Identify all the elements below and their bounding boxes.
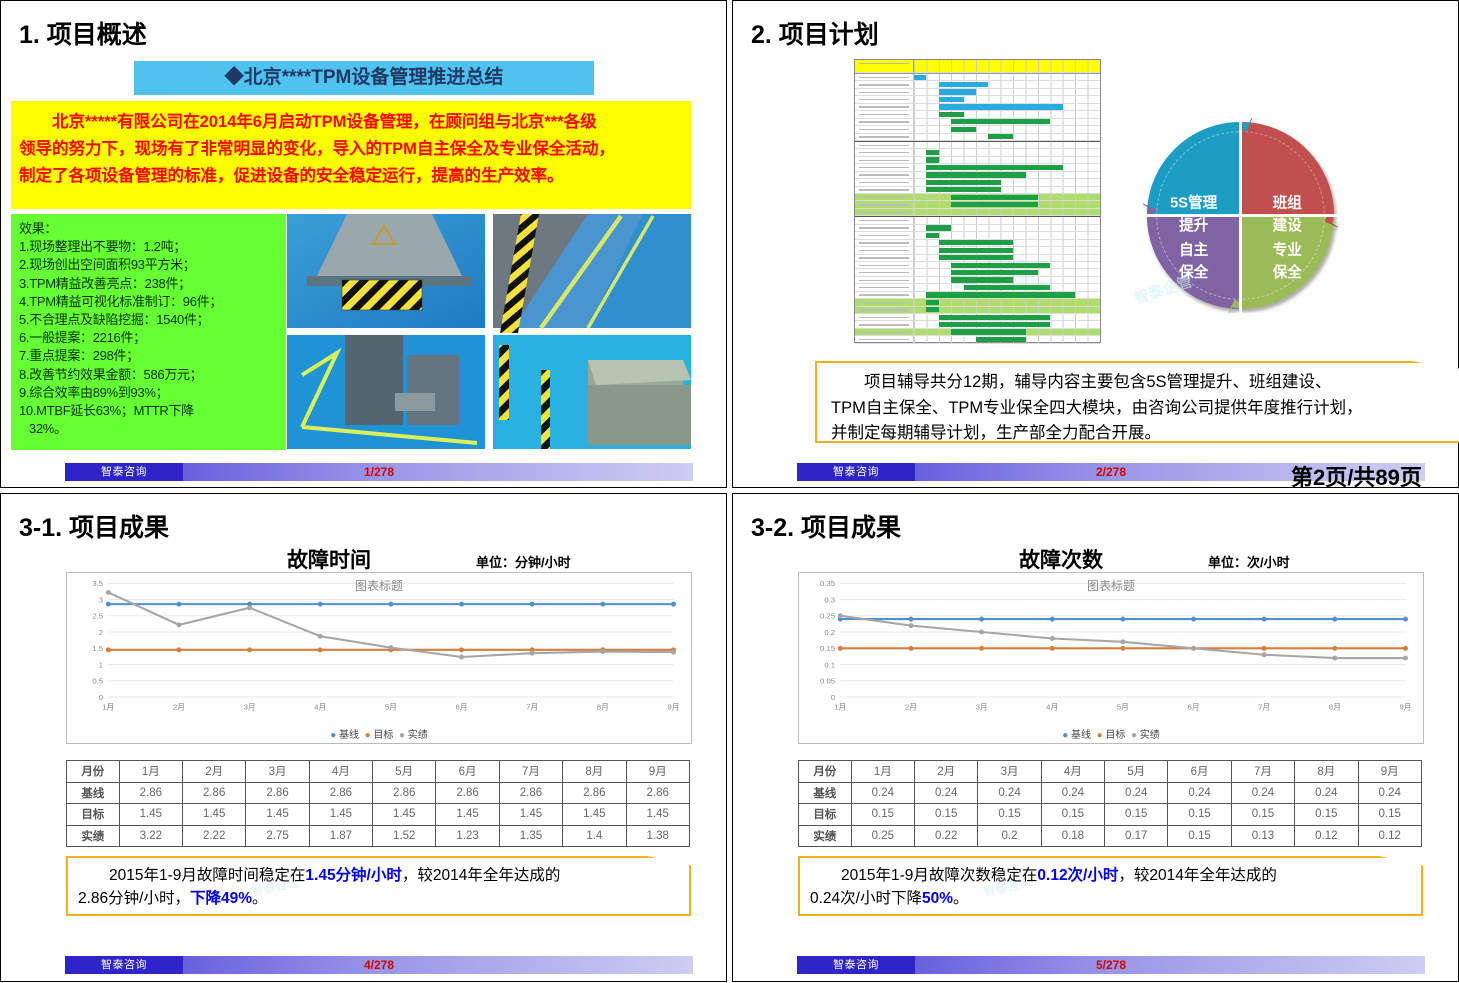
svg-text:3月: 3月 <box>976 702 988 711</box>
svg-text:4月: 4月 <box>314 702 326 711</box>
svg-text:专业: 专业 <box>1273 241 1303 259</box>
svg-text:5S管理: 5S管理 <box>1170 194 1217 212</box>
svg-text:1: 1 <box>99 660 103 669</box>
svg-text:9月: 9月 <box>1399 702 1411 711</box>
svg-text:0: 0 <box>831 693 835 702</box>
svg-text:0.3: 0.3 <box>824 595 835 604</box>
svg-text:6月: 6月 <box>1188 702 1200 711</box>
svg-text:2: 2 <box>99 628 103 637</box>
svg-text:1月: 1月 <box>834 702 846 711</box>
svg-text:0.5: 0.5 <box>92 677 103 686</box>
svg-text:自主: 自主 <box>1179 241 1209 259</box>
svg-text:0.2: 0.2 <box>824 628 835 637</box>
svg-text:9月: 9月 <box>667 702 679 711</box>
svg-text:0.25: 0.25 <box>820 612 835 621</box>
svg-text:提升: 提升 <box>1179 217 1209 234</box>
svg-text:班组: 班组 <box>1273 194 1303 212</box>
svg-text:0.1: 0.1 <box>824 660 835 669</box>
svg-text:2.5: 2.5 <box>92 612 103 621</box>
svg-text:3: 3 <box>99 595 103 604</box>
svg-text:1月: 1月 <box>102 702 114 711</box>
svg-text:1.5: 1.5 <box>92 644 103 653</box>
svg-text:0.05: 0.05 <box>820 677 835 686</box>
svg-text:建设: 建设 <box>1273 216 1303 234</box>
svg-text:8月: 8月 <box>597 702 609 711</box>
svg-text:0.15: 0.15 <box>820 644 835 653</box>
svg-text:7月: 7月 <box>1258 702 1270 711</box>
svg-text:2月: 2月 <box>173 702 185 711</box>
svg-text:2月: 2月 <box>905 702 917 711</box>
svg-text:3月: 3月 <box>244 702 256 711</box>
svg-text:保全: 保全 <box>1272 263 1303 281</box>
svg-text:6月: 6月 <box>456 702 468 711</box>
svg-text:7月: 7月 <box>526 702 538 711</box>
svg-text:5月: 5月 <box>1117 702 1129 711</box>
svg-text:0: 0 <box>99 693 103 702</box>
svg-text:8月: 8月 <box>1329 702 1341 711</box>
svg-text:5月: 5月 <box>385 702 397 711</box>
svg-text:4月: 4月 <box>1046 702 1058 711</box>
